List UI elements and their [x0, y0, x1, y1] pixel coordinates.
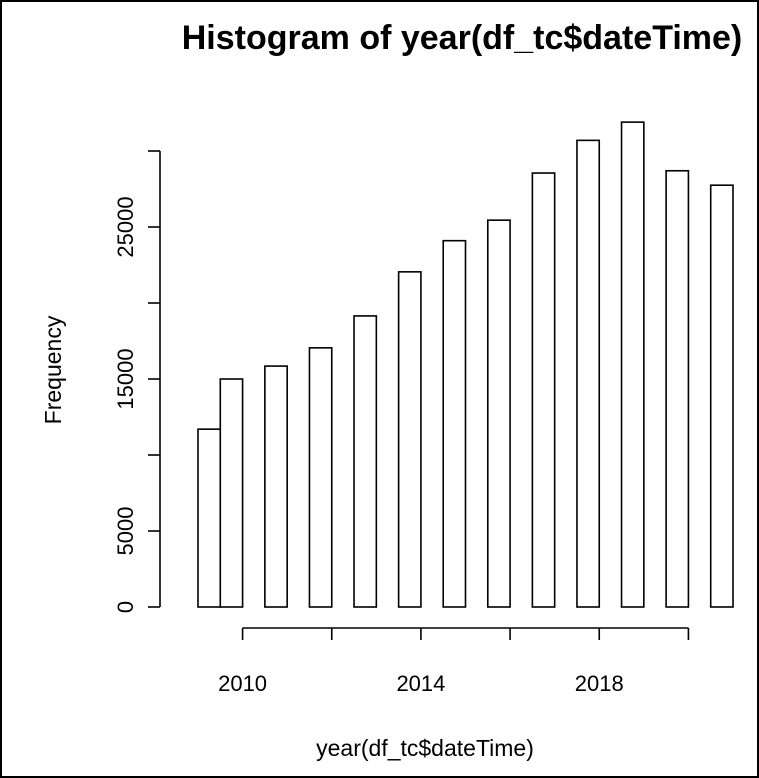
y-tick-label: 25000 — [113, 196, 138, 257]
bar — [709, 184, 734, 608]
bar — [353, 315, 378, 608]
y-tick-label: 5000 — [113, 507, 138, 556]
y-tick-label: 0 — [113, 601, 138, 613]
bar — [665, 169, 690, 608]
bar — [219, 378, 244, 608]
x-tick-label: 2014 — [396, 671, 445, 696]
x-tick-label: 2010 — [218, 671, 267, 696]
bar — [308, 347, 333, 608]
bar — [197, 428, 222, 608]
bar — [486, 219, 511, 608]
bar — [264, 365, 288, 608]
chart-title: Histogram of year(df_tc$dateTime) — [182, 19, 743, 57]
bar — [576, 139, 601, 608]
y-tick-label: 15000 — [113, 348, 138, 409]
bar — [397, 271, 422, 608]
y-axis-label: Frequency — [40, 315, 66, 424]
x-axis-label: year(df_tc$dateTime) — [316, 735, 534, 761]
bar — [531, 172, 556, 608]
x-tick-label: 2018 — [575, 671, 624, 696]
bar — [620, 121, 645, 608]
bar — [442, 239, 467, 608]
